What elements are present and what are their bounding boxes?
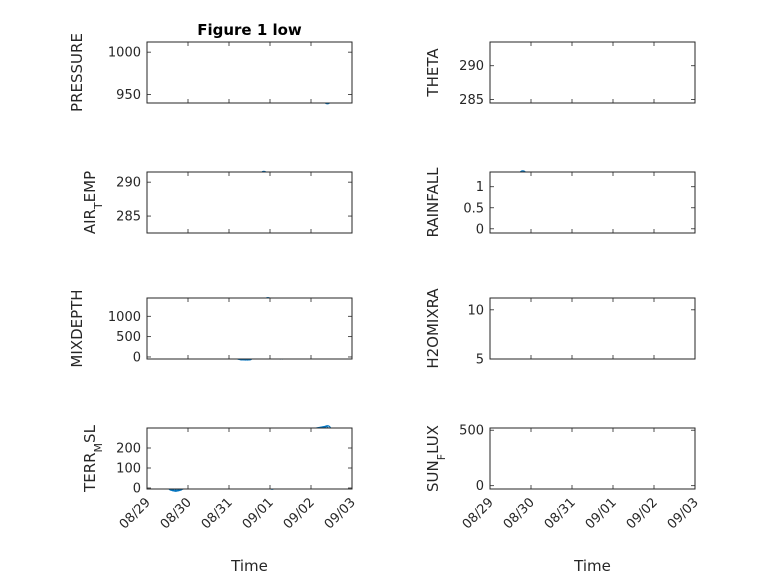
y-tick-label: 500 bbox=[116, 330, 141, 345]
ylabel: SUNFLUX bbox=[424, 425, 448, 492]
axes-frame bbox=[146, 171, 353, 234]
axes-frame bbox=[489, 427, 696, 490]
subplot-air_temp: 285 290 AIRTEMP bbox=[81, 170, 353, 234]
x-tick-label: 08/29 bbox=[460, 495, 497, 532]
xlabel: Time bbox=[230, 557, 268, 575]
subplot-pressure: 950 1000 PRESSURE Figure 1 low bbox=[68, 21, 353, 112]
x-tick-label: 09/01 bbox=[240, 495, 277, 532]
y-tick-label: 290 bbox=[459, 59, 484, 74]
x-tick-label: 08/31 bbox=[199, 495, 236, 532]
axes-frame bbox=[489, 41, 696, 104]
ylabel: THETA bbox=[424, 48, 442, 98]
subplot-terr_msl: 0 100 200 08/29 08/30 08/31 09/01 09/02 09/03 TER… bbox=[81, 424, 359, 575]
axes-frame bbox=[146, 297, 353, 360]
subplot-sun_flux: 0 500 08/29 08/30 08/31 09/01 09/02 09/03 SUNFLU… bbox=[424, 424, 702, 575]
axes-frame bbox=[489, 297, 696, 360]
ylabel: H2OMIXRA bbox=[424, 288, 442, 369]
y-tick-label: 0 bbox=[133, 350, 141, 365]
y-tick-label: 500 bbox=[459, 424, 484, 439]
x-tick-label: 09/01 bbox=[583, 495, 620, 532]
ylabel: MIXDEPTH bbox=[68, 289, 86, 367]
ylabel: RAINFALL bbox=[424, 167, 442, 238]
subplot-theta: 285 290 THETA bbox=[424, 41, 696, 108]
y-tick-label: 0 bbox=[476, 222, 484, 237]
y-tick-label: 290 bbox=[116, 176, 141, 191]
axes-frame bbox=[489, 171, 696, 234]
subplot-rainfall: 0 0.5 1 RAINFALL bbox=[424, 167, 696, 238]
x-tick-label: 09/02 bbox=[624, 495, 661, 532]
y-tick-label: 285 bbox=[116, 210, 141, 225]
x-tick-label: 08/31 bbox=[542, 495, 579, 532]
x-tick-label: 08/29 bbox=[117, 495, 154, 532]
y-tick-label: 0 bbox=[133, 482, 141, 497]
x-tick-label: 08/30 bbox=[158, 495, 195, 532]
x-tick-label: 09/02 bbox=[281, 495, 318, 532]
x-tick-label: 09/03 bbox=[322, 495, 359, 532]
x-tick-label: 08/30 bbox=[501, 495, 538, 532]
axes-frame bbox=[146, 427, 353, 490]
y-tick-label: 1 bbox=[476, 180, 484, 195]
y-tick-label: 1000 bbox=[108, 46, 141, 61]
y-tick-label: 950 bbox=[116, 88, 141, 103]
y-tick-label: 100 bbox=[116, 462, 141, 477]
axes-frame bbox=[146, 41, 353, 104]
y-tick-label: 10 bbox=[467, 303, 484, 318]
y-tick-label: 1000 bbox=[108, 310, 141, 325]
xlabel: Time bbox=[573, 557, 611, 575]
y-tick-label: 200 bbox=[116, 442, 141, 457]
subplot-mixdepth: 0 500 1000 MIXDEPTH bbox=[68, 289, 353, 368]
y-tick-label: 0 bbox=[476, 479, 484, 494]
subplot-h2omixra: 5 10 H2OMIXRA bbox=[424, 288, 696, 369]
x-tick-label: 09/03 bbox=[665, 495, 702, 532]
y-tick-label: 0.5 bbox=[463, 201, 484, 216]
y-tick-label: 5 bbox=[476, 353, 484, 368]
chart-title: Figure 1 low bbox=[197, 21, 302, 39]
ylabel: TERRMSL bbox=[81, 424, 105, 493]
ylabel: PRESSURE bbox=[68, 33, 86, 112]
y-tick-label: 285 bbox=[459, 93, 484, 108]
ylabel: AIRTEMP bbox=[81, 171, 105, 234]
